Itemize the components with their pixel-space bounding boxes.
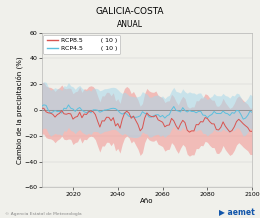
Y-axis label: Cambio de la precipitación (%): Cambio de la precipitación (%) — [15, 56, 23, 164]
Text: ▶ aemet: ▶ aemet — [219, 208, 255, 217]
Text: GALICIA-COSTA: GALICIA-COSTA — [96, 7, 164, 15]
Text: ANUAL: ANUAL — [117, 20, 143, 29]
X-axis label: Año: Año — [140, 198, 154, 204]
Text: © Agencia Estatal de Meteorología: © Agencia Estatal de Meteorología — [5, 212, 82, 216]
Legend: RCP8.5         ( 10 ), RCP4.5         ( 10 ): RCP8.5 ( 10 ), RCP4.5 ( 10 ) — [43, 35, 120, 54]
